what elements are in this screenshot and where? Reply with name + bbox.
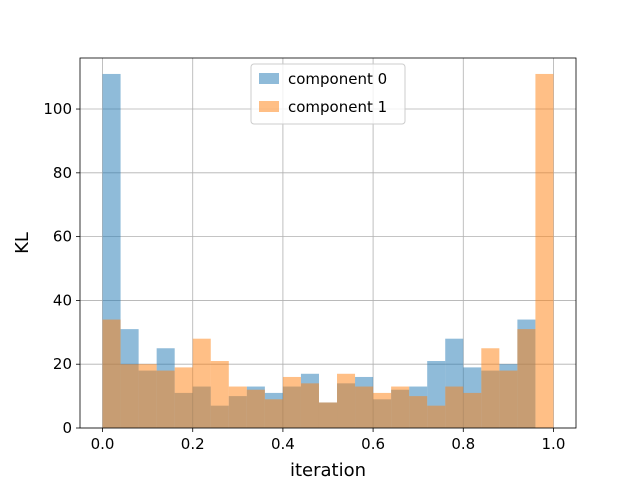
bar-component-1 — [102, 319, 121, 428]
x-tick-label: 0.4 — [271, 435, 295, 453]
x-tick-label: 0.8 — [451, 435, 475, 453]
bar-component-1 — [228, 386, 247, 428]
y-tick-label: 20 — [53, 355, 72, 373]
bar-component-1 — [517, 329, 536, 428]
bar-component-1 — [355, 386, 374, 428]
x-axis-title: iteration — [290, 460, 366, 480]
plot-frame — [79, 57, 577, 429]
series-component-1 — [102, 73, 554, 428]
bar-component-1 — [337, 373, 356, 428]
bar-component-1 — [138, 364, 157, 428]
bar-component-1 — [409, 396, 428, 428]
bar-component-1 — [445, 386, 464, 428]
legend-box — [250, 63, 406, 125]
bar-component-1 — [481, 348, 500, 428]
y-tick-label: 60 — [53, 228, 72, 246]
y-tick-label: 0 — [62, 419, 72, 437]
bar-component-1 — [300, 383, 319, 428]
x-axis-ticks: 0.0 0.2 0.4 0.6 0.8 1.0 — [91, 428, 566, 453]
bar-component-1 — [391, 386, 410, 428]
x-tick-label: 0.6 — [361, 435, 385, 453]
y-tick-label: 100 — [43, 100, 72, 118]
y-axis-ticks: 0 20 40 60 80 100 — [43, 100, 80, 437]
y-tick-label: 80 — [53, 164, 72, 182]
legend-label-component-1: component 1 — [288, 98, 387, 116]
legend-label-component-0: component 0 — [288, 70, 387, 88]
y-tick-label: 40 — [53, 291, 72, 309]
x-tick-label: 0.0 — [91, 435, 115, 453]
bar-component-1 — [192, 338, 211, 428]
bar-component-1 — [463, 392, 482, 428]
x-tick-label: 1.0 — [542, 435, 566, 453]
legend: component 0 component 1 — [250, 63, 406, 125]
bar-component-1 — [499, 370, 518, 428]
legend-swatch-component-1 — [259, 101, 279, 112]
bar-component-1 — [373, 392, 392, 428]
bar-component-1 — [246, 389, 265, 428]
bar-component-1 — [282, 376, 301, 428]
bar-component-1 — [120, 364, 139, 428]
bar-component-1 — [210, 361, 229, 428]
bar-component-1 — [264, 399, 283, 428]
bar-component-1 — [156, 370, 175, 428]
bar-component-1 — [318, 402, 338, 428]
bar-component-1 — [174, 367, 193, 428]
legend-swatch-component-0 — [259, 73, 279, 84]
bar-component-1 — [535, 73, 554, 428]
x-tick-label: 0.2 — [181, 435, 205, 453]
bar-component-1 — [427, 405, 446, 428]
y-axis-title: KL — [12, 232, 33, 254]
